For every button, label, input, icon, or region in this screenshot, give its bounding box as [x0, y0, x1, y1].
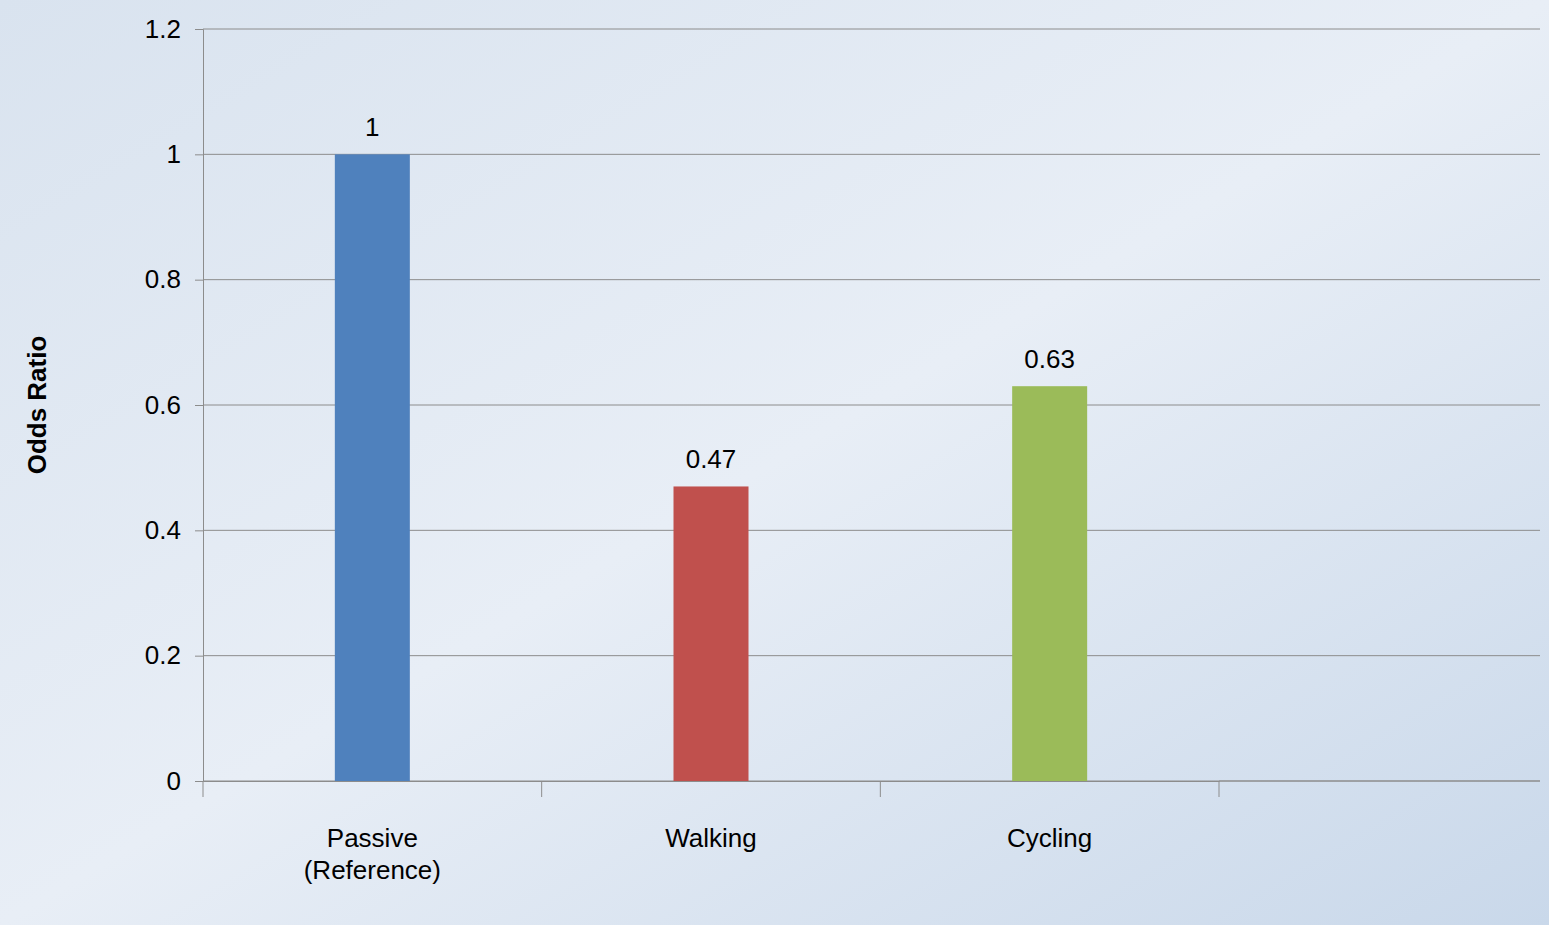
- y-tick-label: 0: [167, 766, 181, 796]
- y-tick-label: 0.8: [145, 264, 181, 294]
- y-tick-label: 0.6: [145, 390, 181, 420]
- baseline-extension: [1219, 781, 1540, 782]
- y-tick-mark: [195, 781, 203, 782]
- category-boundary: [541, 781, 542, 797]
- category-boundaries: [203, 781, 1219, 797]
- category-boundary: [1219, 781, 1220, 797]
- y-tick: 0.2: [145, 640, 203, 670]
- x-tick: Passive(Reference): [304, 781, 441, 885]
- y-tick: 0: [167, 766, 203, 796]
- y-tick-label: 0.2: [145, 640, 181, 670]
- data-label: 0.63: [1024, 344, 1075, 374]
- y-axis-line: [195, 30, 204, 782]
- y-tick: 1.2: [145, 14, 203, 44]
- y-tick-mark: [195, 154, 203, 155]
- y-tick: 0.8: [145, 264, 203, 294]
- y-tick-mark: [195, 29, 203, 30]
- bars: [335, 154, 1087, 781]
- category-boundary: [203, 781, 204, 797]
- y-tick-mark: [195, 530, 203, 531]
- x-tick: Walking: [665, 781, 757, 853]
- y-axis: 0 0.2 0.4 0.6 0.8 1 1.2: [145, 14, 204, 796]
- bar: [674, 486, 749, 781]
- y-tick-label: 0.4: [145, 515, 181, 545]
- grid-line: [203, 29, 1540, 30]
- category-boundary: [880, 781, 881, 797]
- data-label: 1: [365, 112, 379, 142]
- bar: [1012, 386, 1087, 781]
- y-tick-mark: [195, 656, 203, 657]
- background: [0, 0, 1549, 925]
- y-tick: 0.6: [145, 390, 203, 420]
- y-tick-label: 1: [167, 139, 181, 169]
- x-tick-label: Walking: [665, 823, 757, 853]
- y-tick: 0.4: [145, 515, 203, 545]
- x-tick-label: Cycling: [1007, 823, 1092, 853]
- x-axis-line: [204, 781, 1220, 782]
- data-label: 0.47: [686, 444, 737, 474]
- data-labels: 1 0.47 0.63: [365, 112, 1075, 474]
- y-tick-label: 1.2: [145, 14, 181, 44]
- y-tick: 1: [167, 139, 203, 169]
- x-tick-label: Passive(Reference): [304, 823, 441, 884]
- x-axis: Passive(Reference) Walking Cycling: [204, 781, 1220, 885]
- y-axis-title: Odds Ratio: [22, 336, 52, 475]
- grid: [203, 29, 1540, 781]
- bar: [335, 154, 410, 781]
- x-tick: Cycling: [1007, 781, 1092, 853]
- y-tick-mark: [195, 280, 203, 281]
- y-tick-mark: [195, 405, 203, 406]
- chart: 0 0.2 0.4 0.6 0.8 1 1.2 Passive(Reference) Walki…: [0, 0, 1549, 925]
